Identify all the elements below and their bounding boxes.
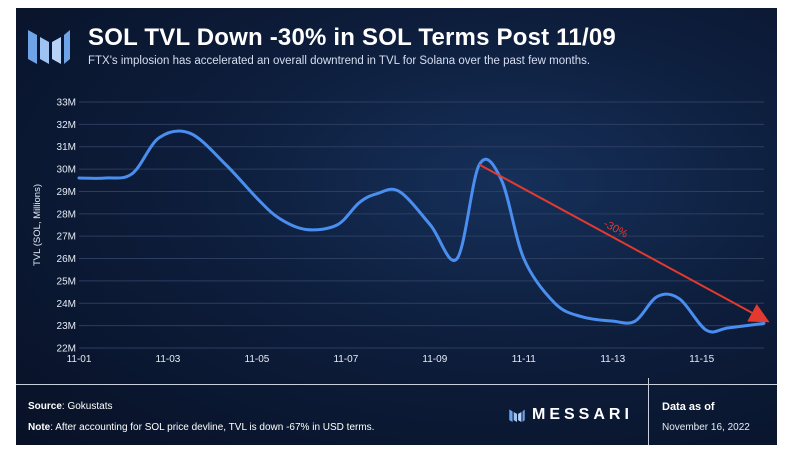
source-label: Source <box>28 401 62 412</box>
x-tick-label: 11-01 <box>67 354 92 365</box>
brand-name: MESSARI <box>532 406 633 423</box>
y-tick-label: 28M <box>57 209 76 220</box>
chart-subtitle: FTX's implosion has accelerated an overa… <box>88 55 591 67</box>
y-tick-label: 25M <box>57 276 76 287</box>
x-tick-label: 11-03 <box>156 354 181 365</box>
y-tick-label: 27M <box>57 232 76 243</box>
source-text: Source: Gokustats <box>28 401 112 412</box>
tvl-line-chart: 22M 23M 24M 25M 26M 27M 28M 29M 30M 31M 32M 33M 11-0… <box>32 98 770 365</box>
source-value: : Gokustats <box>61 401 113 412</box>
series-line <box>77 129 766 334</box>
chart-title: SOL TVL Down -30% in SOL Terms Post 11/0… <box>88 24 616 51</box>
messari-small-logo-icon <box>509 409 525 422</box>
y-axis-label: TVL (SOL, Millions) <box>32 184 43 266</box>
y-tick-label: 29M <box>57 187 76 198</box>
messari-logo-icon <box>28 30 70 64</box>
y-tick-label: 23M <box>57 321 76 332</box>
trend-annotation-label: -30% <box>601 218 629 241</box>
y-tick-label: 33M <box>57 98 76 109</box>
chart-card: SOL TVL Down -30% in SOL Terms Post 11/0… <box>16 8 777 445</box>
footer-vertical-divider <box>648 378 649 445</box>
note-label: Note <box>28 422 51 433</box>
note-value: : After accounting for SOL price devline… <box>50 422 375 433</box>
y-tick-label: 32M <box>57 120 76 131</box>
data-as-of-date: November 16, 2022 <box>662 422 750 433</box>
y-tick-label: 26M <box>57 254 76 265</box>
footer-divider <box>16 384 777 385</box>
x-tick-label: 11-09 <box>422 354 447 365</box>
x-tick-label: 11-15 <box>689 354 714 365</box>
x-tick-label: 11-11 <box>512 354 537 365</box>
y-tick-label: 31M <box>57 142 76 153</box>
x-tick-label: 11-07 <box>333 354 358 365</box>
y-tick-label: 30M <box>57 165 76 176</box>
trend-arrow <box>478 163 770 323</box>
messari-brand: MESSARI <box>508 406 633 424</box>
y-tick-label: 22M <box>57 344 76 355</box>
y-tick-label: 24M <box>57 299 76 310</box>
x-tick-label: 11-05 <box>245 354 270 365</box>
note-text: Note: After accounting for SOL price dev… <box>28 422 374 433</box>
x-tick-label: 11-13 <box>600 354 625 365</box>
data-as-of-label: Data as of <box>662 401 715 413</box>
